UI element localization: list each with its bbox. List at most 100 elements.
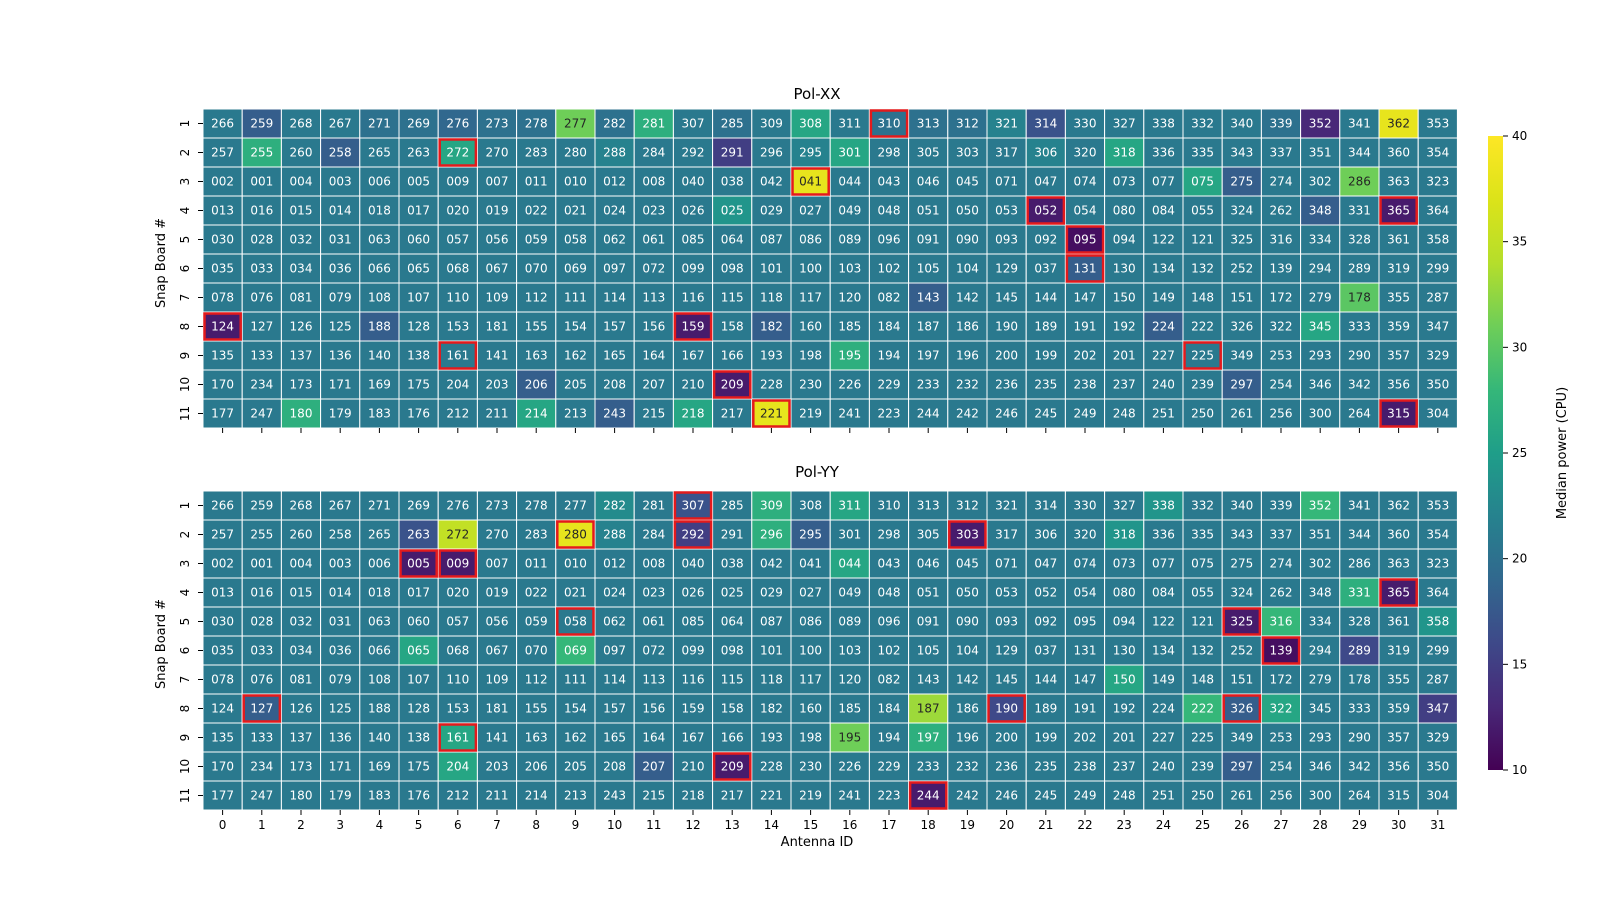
heatmap-cell: 269 xyxy=(398,108,439,139)
heatmap-cell: 077 xyxy=(1143,548,1184,579)
colorbar-tick-label: 15 xyxy=(1512,657,1527,671)
cell-label: 079 xyxy=(329,291,352,305)
highlight-box xyxy=(908,781,948,810)
heatmap-cell: 181 xyxy=(476,311,518,342)
cell-label: 017 xyxy=(407,586,430,600)
heatmap-cell: 102 xyxy=(868,635,910,666)
cell-label: 288 xyxy=(603,146,626,160)
cell-label: 292 xyxy=(682,146,705,160)
heatmap-cells-pol-xx: 266 259 268 267 271 269 276 273 278 277 282 281 307 2… xyxy=(202,108,1458,429)
cell-label: 246 xyxy=(995,407,1018,421)
cell-label: 286 xyxy=(1348,175,1371,189)
highlight-box xyxy=(399,549,438,578)
cell-label: 004 xyxy=(290,557,313,571)
heatmap-cell: 292 xyxy=(672,137,714,168)
cell-label: 237 xyxy=(1113,760,1136,774)
cell-fill xyxy=(1378,108,1419,139)
cell-label: 145 xyxy=(995,291,1018,305)
cell-fill xyxy=(1300,398,1341,429)
highlight-box xyxy=(1222,694,1262,723)
heatmap-cell: 312 xyxy=(947,108,988,139)
cell-fill xyxy=(241,606,282,637)
cell-fill xyxy=(868,137,910,168)
heatmap-cell: 091 xyxy=(908,606,949,637)
cell-label: 011 xyxy=(525,175,548,189)
cell-fill xyxy=(476,369,518,400)
highlight-box xyxy=(556,520,595,549)
heatmap-cell: 221 xyxy=(751,398,792,429)
cell-fill xyxy=(516,340,557,371)
heatmap-cell: 203 xyxy=(476,369,518,400)
cell-label: 240 xyxy=(1152,760,1175,774)
cell-label: 031 xyxy=(329,615,352,629)
cell-label: 130 xyxy=(1113,262,1136,276)
heatmap-cell: 209 xyxy=(712,369,753,400)
cell-fill xyxy=(555,166,596,197)
heatmap-cell: 184 xyxy=(868,311,910,342)
cell-label: 323 xyxy=(1426,175,1449,189)
cell-label: 196 xyxy=(956,731,979,745)
cell-fill xyxy=(1182,311,1223,342)
cell-label: 071 xyxy=(995,175,1018,189)
cell-label: 124 xyxy=(211,320,234,334)
cell-label: 095 xyxy=(1074,615,1097,629)
heatmap-cell: 057 xyxy=(437,224,478,255)
heatmap-cell: 241 xyxy=(829,780,870,811)
cell-fill xyxy=(594,166,635,197)
cell-fill xyxy=(1064,751,1106,782)
cell-label: 278 xyxy=(525,499,548,513)
heatmap-cell: 133 xyxy=(241,340,282,371)
heatmap-cell: 259 xyxy=(241,490,282,521)
cell-fill xyxy=(1417,137,1458,168)
cell-label: 218 xyxy=(682,407,705,421)
heatmap-cell: 105 xyxy=(908,635,949,666)
cell-label: 227 xyxy=(1152,349,1175,363)
cell-label: 336 xyxy=(1152,146,1175,160)
cell-label: 329 xyxy=(1426,731,1449,745)
cell-fill xyxy=(633,166,674,197)
heatmap-cell: 317 xyxy=(986,137,1027,168)
cell-fill xyxy=(1339,548,1380,579)
cell-label: 193 xyxy=(760,731,783,745)
cell-label: 354 xyxy=(1426,528,1449,542)
cell-label: 014 xyxy=(329,586,352,600)
cell-label: 247 xyxy=(250,789,273,803)
heatmap-cell: 225 xyxy=(1182,340,1223,371)
cell-label: 102 xyxy=(878,644,901,658)
heatmap-cell: 098 xyxy=(712,635,753,666)
heatmap-cell: 266 xyxy=(202,490,243,521)
heatmap-cell: 347 xyxy=(1417,311,1458,342)
heatmap-cell: 364 xyxy=(1417,195,1458,226)
cell-label: 342 xyxy=(1348,378,1371,392)
cell-label: 349 xyxy=(1230,349,1253,363)
heatmap-cell: 044 xyxy=(829,166,870,197)
cell-label: 038 xyxy=(721,175,744,189)
cell-fill xyxy=(672,253,714,284)
y-tick-label: 11 xyxy=(178,406,192,421)
heatmap-cell: 197 xyxy=(908,722,949,753)
cell-label: 245 xyxy=(1034,407,1057,421)
heatmap-cell: 211 xyxy=(476,780,518,811)
cell-label: 255 xyxy=(250,528,273,542)
highlight-box xyxy=(1065,254,1105,283)
heatmap-cell: 346 xyxy=(1300,751,1341,782)
cell-label: 201 xyxy=(1113,349,1136,363)
x-tick-label: 10 xyxy=(607,818,622,832)
cell-fill xyxy=(1300,577,1341,608)
heatmap-cell: 326 xyxy=(1221,311,1262,342)
cell-label: 240 xyxy=(1152,378,1175,392)
highlight-boxes-pol-xx xyxy=(203,109,1418,428)
cell-label: 121 xyxy=(1191,233,1214,247)
heatmap-cell: 079 xyxy=(320,282,361,313)
cell-fill xyxy=(1025,780,1066,811)
heatmap-cell: 332 xyxy=(1182,108,1223,139)
heatmap-cell: 308 xyxy=(790,490,831,521)
heatmap-cell: 095 xyxy=(1064,606,1106,637)
cell-label: 190 xyxy=(995,320,1018,334)
cell-label: 294 xyxy=(1309,644,1332,658)
cell-label: 258 xyxy=(329,146,352,160)
cell-label: 070 xyxy=(525,262,548,276)
cell-fill xyxy=(555,224,596,255)
cell-fill xyxy=(868,577,910,608)
heatmap-cell: 042 xyxy=(751,548,792,579)
